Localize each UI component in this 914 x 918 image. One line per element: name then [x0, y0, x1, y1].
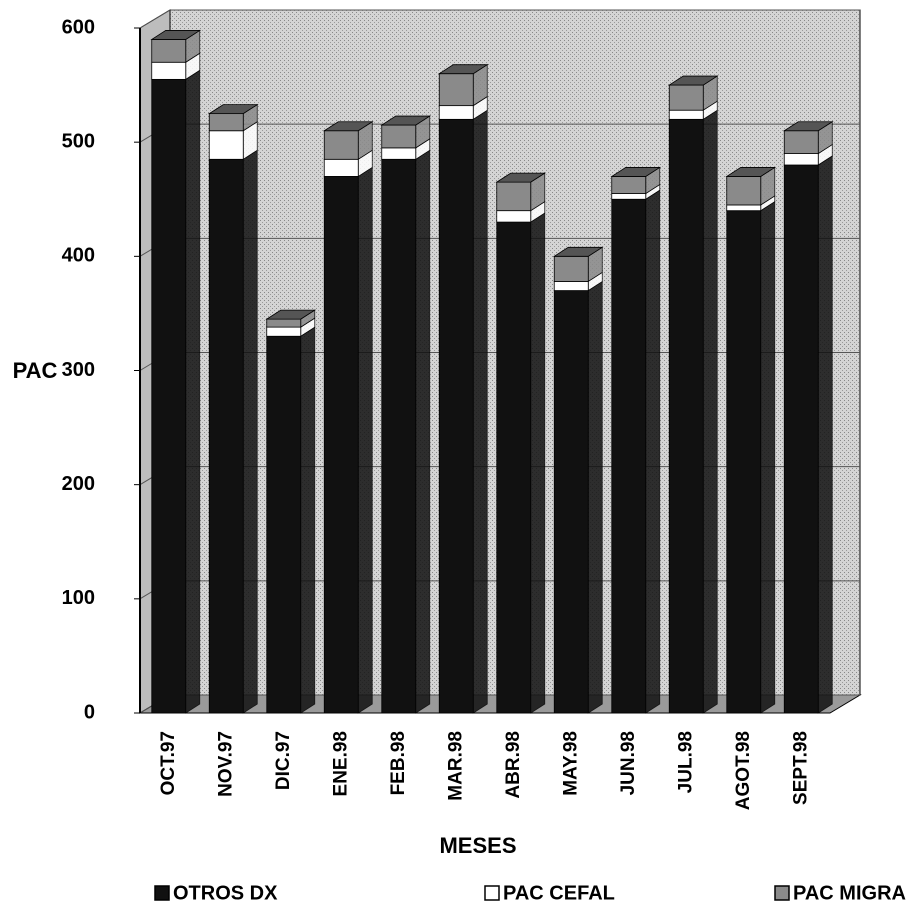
- bar: [438, 118, 474, 714]
- bar: [381, 158, 417, 714]
- bar: [783, 130, 819, 154]
- bar: [323, 176, 359, 714]
- bar-top: [207, 104, 259, 115]
- bar: [611, 176, 647, 194]
- y-tick-label: 200: [62, 473, 95, 495]
- bar-side: [760, 200, 776, 714]
- bar: [323, 130, 359, 160]
- x-axis-title: MESES: [439, 833, 516, 858]
- bar: [726, 176, 762, 206]
- bar: [496, 221, 532, 714]
- legend-label: OTROS DX: [173, 882, 278, 904]
- x-tick-label: DIC.97: [273, 731, 294, 790]
- bar-side: [185, 69, 201, 714]
- x-tick-label: NOV.97: [215, 731, 236, 797]
- bar: [668, 84, 704, 111]
- x-tick-label: ABR.98: [503, 731, 524, 799]
- bar-top: [782, 121, 834, 132]
- legend-swatch: [154, 885, 170, 901]
- bar: [208, 130, 244, 160]
- bar: [151, 78, 187, 714]
- y-tick-label: 600: [62, 16, 95, 38]
- bar: [668, 118, 704, 714]
- y-axis-title: PAC: [13, 358, 58, 383]
- bar: [783, 153, 819, 166]
- bar-top: [437, 64, 489, 75]
- bar: [266, 326, 302, 337]
- bar: [726, 204, 762, 212]
- bar: [381, 147, 417, 160]
- bar: [438, 105, 474, 120]
- bar-top: [610, 167, 662, 177]
- x-tick-label: FEB.98: [388, 731, 409, 795]
- y-tick-label: 500: [62, 130, 95, 152]
- bar: [611, 198, 647, 714]
- legend-swatch: [484, 885, 500, 901]
- bar-side: [415, 149, 431, 714]
- bar-side: [472, 109, 488, 714]
- bar-top: [552, 246, 604, 257]
- bar: [323, 158, 359, 177]
- bar-side: [645, 189, 661, 714]
- y-tick-label: 300: [62, 359, 95, 381]
- bar-top: [322, 121, 374, 132]
- x-tick-label: MAR.98: [445, 731, 466, 801]
- bar: [208, 113, 244, 132]
- bar: [151, 39, 187, 63]
- x-tick-label: AGOT.98: [733, 731, 754, 810]
- bar: [553, 281, 589, 291]
- bar: [783, 164, 819, 714]
- bar: [266, 318, 302, 328]
- bar: [726, 210, 762, 714]
- bar-top: [495, 172, 547, 183]
- bar: [266, 335, 302, 714]
- y-tick-label: 400: [62, 245, 95, 267]
- bar: [553, 255, 589, 282]
- bar-side: [817, 155, 833, 714]
- bar-top: [380, 115, 432, 126]
- bar-top: [150, 30, 202, 40]
- x-tick-label: SEPT.98: [790, 731, 811, 805]
- x-tick-label: ENE.98: [330, 731, 351, 796]
- x-tick-label: JUN.98: [618, 731, 639, 795]
- bar-top: [725, 167, 777, 177]
- grid-line: [139, 9, 860, 29]
- bar: [496, 210, 532, 223]
- bar-side: [702, 109, 718, 714]
- legend-label: PAC CEFAL: [503, 882, 615, 904]
- bar: [151, 61, 187, 80]
- bar-side: [242, 149, 258, 714]
- bar-side: [530, 212, 546, 714]
- y-tick-label: 0: [84, 701, 95, 723]
- bar-side: [300, 326, 316, 714]
- bar-top: [265, 309, 317, 320]
- x-tick-label: JUL.98: [675, 731, 696, 793]
- bar: [496, 181, 532, 212]
- bar: [381, 124, 417, 149]
- y-tick-label: 100: [62, 587, 95, 609]
- bar: [553, 290, 589, 714]
- bar: [438, 73, 474, 107]
- x-tick-label: MAY.98: [560, 731, 581, 796]
- legend-swatch: [774, 885, 790, 901]
- bar-top: [667, 75, 719, 86]
- bar: [208, 158, 244, 714]
- bar-side: [587, 280, 603, 714]
- x-tick-label: OCT.97: [158, 731, 179, 795]
- bar: [668, 109, 704, 120]
- legend-label: PAC MIGRA: [793, 882, 906, 904]
- bar-side: [357, 166, 373, 714]
- bar: [611, 193, 647, 200]
